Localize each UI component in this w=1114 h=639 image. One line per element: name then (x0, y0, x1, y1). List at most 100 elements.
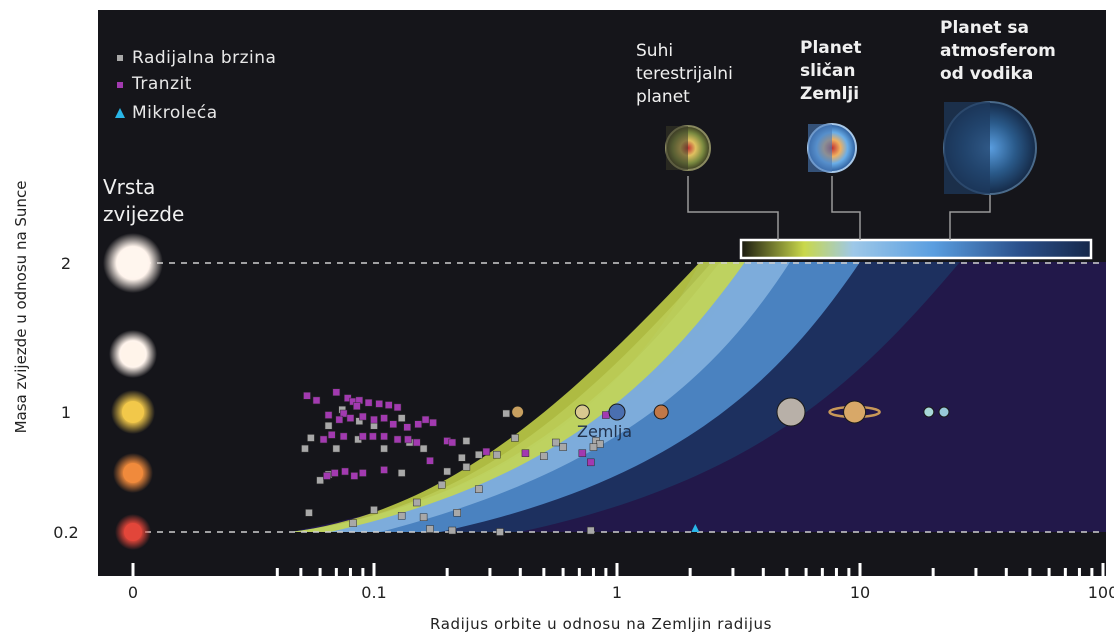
radial-velocity-point (301, 444, 309, 453)
radial-velocity-point (305, 509, 313, 517)
radial-velocity-point (540, 452, 548, 460)
radial-velocity-point (397, 469, 406, 477)
radial-velocity-point (453, 509, 461, 517)
transit-point (602, 411, 610, 419)
star-icon (121, 342, 145, 366)
transit-point (380, 432, 388, 441)
legend: Radijalna brzina Tranzit Mikroleća (115, 48, 276, 123)
x-tick-label: 0 (128, 583, 138, 602)
transit-point (521, 449, 530, 457)
transit-point (324, 411, 333, 419)
zone-labels: Suhi terestrijalni planet Planet sličan Zemlj… (636, 18, 1056, 107)
radial-velocity-point (448, 526, 457, 535)
star-type-label: Vrsta zvijezde (103, 175, 184, 226)
planet-saturn (843, 400, 867, 424)
planet-neptun (938, 406, 950, 418)
microlensing-point (691, 524, 700, 533)
transit-point (339, 432, 348, 441)
transit-point (375, 400, 383, 408)
radial-velocity-point (475, 450, 483, 459)
y-tick-label: 1 (61, 403, 71, 422)
radial-velocity-point (596, 440, 604, 448)
zone-label-line: Planet (800, 38, 862, 58)
radial-velocity-point (511, 434, 519, 442)
transit-point (359, 412, 367, 421)
legend-label-transit: Tranzit (131, 74, 192, 94)
radial-velocity-point (419, 444, 428, 453)
transit-point (346, 414, 355, 422)
transit-point (389, 420, 397, 428)
transit-point (350, 472, 359, 480)
transit-point (380, 414, 388, 422)
x-tick-label: 100 (1088, 583, 1114, 602)
radial-velocity-point (419, 513, 428, 521)
radial-velocity-point (462, 463, 471, 471)
x-tick-label: 1 (612, 583, 622, 602)
dry-planet-icon (665, 125, 711, 171)
x-axis: 0 0.1 1 10 100 (128, 563, 1114, 602)
legend-marker-transit (117, 82, 123, 88)
transit-point (448, 438, 457, 447)
zone-label: Planet sa atmosferom od vodika (940, 18, 1056, 84)
zone-label-line: Suhi (636, 41, 673, 61)
transit-point (303, 392, 311, 400)
radial-velocity-point (316, 476, 324, 485)
zone-connector-3 (949, 190, 991, 240)
transit-point (403, 423, 411, 431)
transit-point (426, 457, 434, 465)
transit-point (319, 435, 328, 444)
solar-system-planets (511, 397, 950, 427)
transit-point (341, 467, 349, 476)
transit-point (327, 431, 336, 439)
radial-velocity-point (462, 437, 471, 445)
transit-point (578, 449, 587, 457)
y-axis-title: Masa zvijezde u odnosu na Sunce (12, 181, 30, 434)
radial-velocity-point (397, 512, 406, 520)
transit-point (323, 472, 331, 480)
radial-velocity-point (307, 434, 315, 442)
radial-velocity-point (332, 444, 341, 453)
planet-venera (574, 404, 590, 420)
radial-velocity-point (349, 519, 357, 527)
radial-velocity-point (397, 414, 406, 422)
star-icon (122, 401, 144, 423)
radial-velocity-point (559, 443, 567, 451)
transit-point (380, 466, 388, 474)
transit-point (393, 403, 402, 412)
radial-velocity-point (426, 525, 434, 533)
legend-label-microlensing: Mikroleća (132, 103, 218, 123)
star-icon (123, 463, 143, 483)
transit-point (404, 435, 412, 444)
transit-point (359, 469, 367, 477)
radial-velocity-point (587, 526, 595, 535)
zone-label: Planet sličan Zemlji (800, 38, 862, 104)
planet-jupiter (776, 397, 806, 427)
transit-point (429, 418, 437, 427)
data-points (301, 388, 700, 536)
transit-point (384, 401, 393, 409)
radial-velocity-point (496, 528, 504, 536)
transit-point (482, 447, 491, 456)
legend-marker-microlensing (115, 108, 125, 118)
transit-point (369, 432, 377, 441)
zone-label: Suhi terestrijalni planet (636, 41, 733, 107)
transit-point (331, 469, 339, 477)
transit-point (393, 435, 402, 444)
transit-point (359, 432, 367, 441)
transit-point (312, 396, 321, 405)
hydrogen-planet-icon (943, 101, 1037, 195)
zone-label-line: od vodika (940, 64, 1033, 84)
planet-mars (653, 404, 669, 420)
transit-point (370, 415, 378, 424)
earthlike-planet-icon (807, 123, 857, 173)
band-green (290, 262, 745, 532)
planet-merkur (511, 405, 525, 419)
radial-velocity-point (380, 444, 388, 453)
transit-point (413, 438, 421, 447)
planet-zemlja (608, 403, 626, 421)
zone-gradient-bar (739, 238, 1093, 260)
radial-velocity-point (552, 438, 560, 447)
transit-point (421, 415, 430, 424)
zone-label-line: atmosferom (940, 41, 1056, 61)
